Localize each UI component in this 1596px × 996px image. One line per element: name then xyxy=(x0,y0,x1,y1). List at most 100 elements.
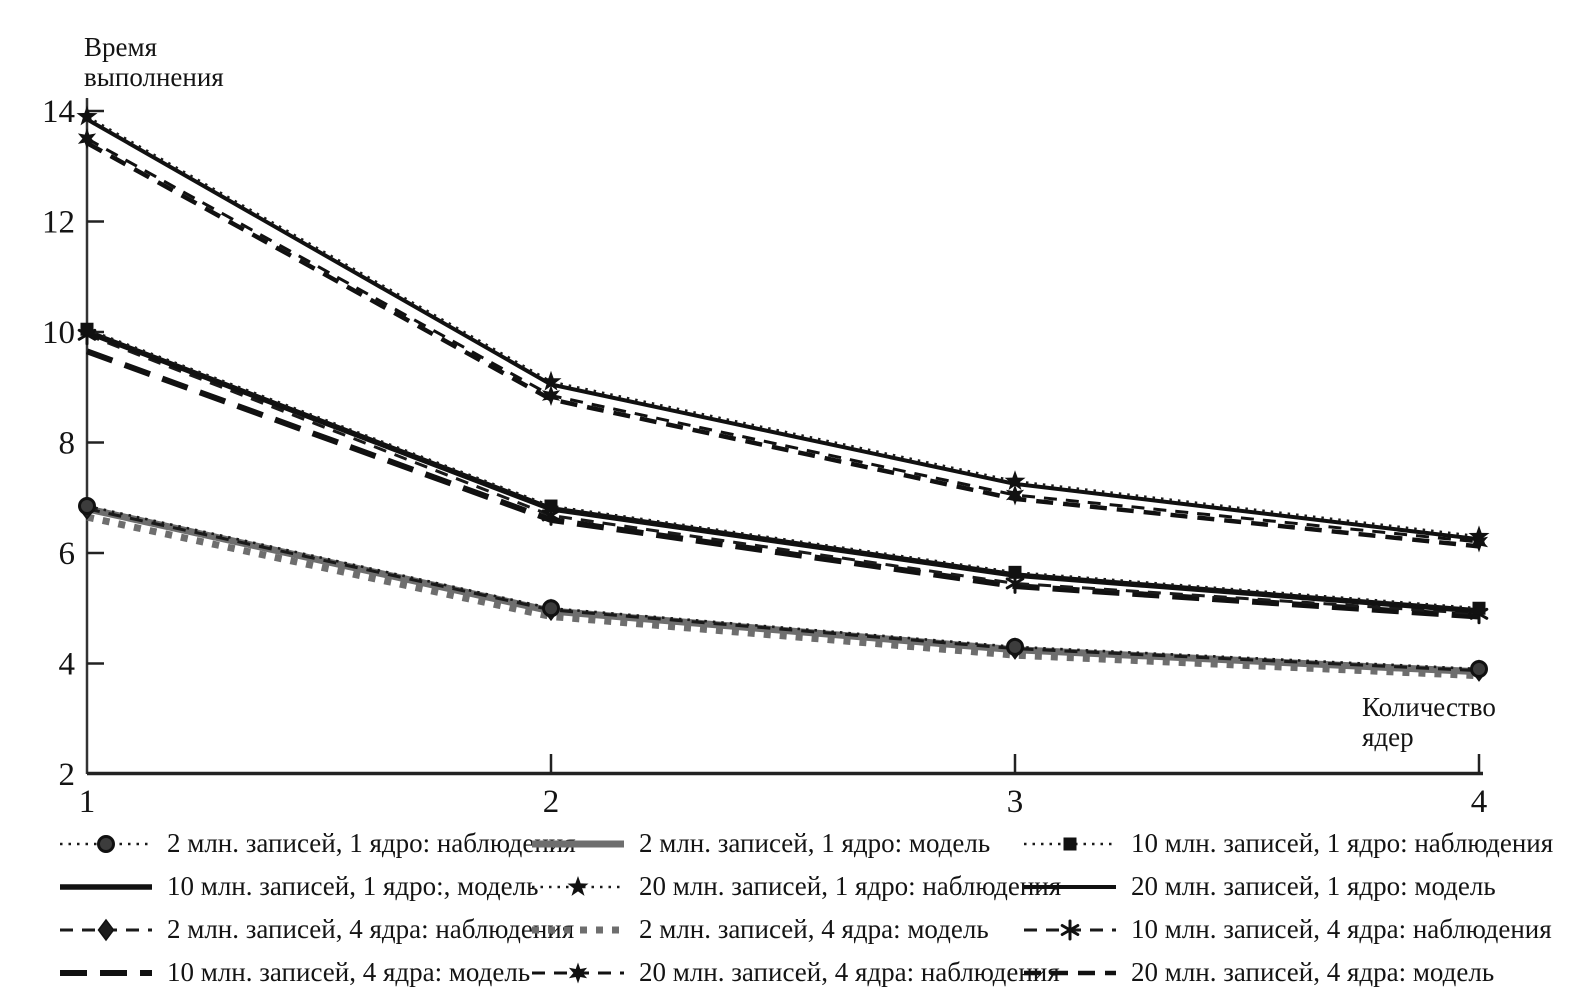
legend-swatch-2m4c_model xyxy=(532,926,624,933)
marker-circle xyxy=(1470,660,1488,679)
marker-star xyxy=(76,105,98,126)
legend-swatch-2m1c_model xyxy=(532,840,624,847)
series-line-10m4c_model xyxy=(85,348,1480,620)
series-line-20m4c_obs xyxy=(86,137,1480,544)
legend-swatch-2m4c_obs xyxy=(60,918,152,941)
series-20m4c_obs xyxy=(86,137,1480,544)
series-line-10m1c_model xyxy=(86,329,1480,614)
marker-star xyxy=(1004,470,1026,491)
legend-item-20m4c_model: 20 млн. записей, 4 ядра: модель xyxy=(1022,957,1596,988)
legend-item-10m1c_obs: 10 млн. записей, 1 ядро: наблюдения xyxy=(1022,828,1596,859)
legend-marker-star xyxy=(567,875,589,896)
y-axis-title-line1: Время xyxy=(84,32,157,62)
legend-swatch-20m1c_model xyxy=(1024,884,1116,889)
x-tick-label: 2 xyxy=(543,784,560,820)
series-20m4c_model xyxy=(85,141,1480,549)
legend-label: 20 млн. записей, 4 ядра: наблюдения xyxy=(639,957,1060,987)
legend-marker-diamond xyxy=(97,918,115,941)
legend-item-2m4c_obs: 2 млн. записей, 4 ядра: наблюдения xyxy=(58,914,574,945)
series-line-2m4c_model xyxy=(86,513,1480,680)
y-tick-label: 6 xyxy=(59,536,76,572)
legend-item-20m1c_obs: 20 млн. записей, 1 ядро: наблюдения xyxy=(530,871,1061,902)
series-line-2m4c_obs xyxy=(86,507,1480,673)
marker-boldstar xyxy=(1005,484,1025,506)
marker-square xyxy=(1063,837,1077,850)
marker-boldstar xyxy=(1469,531,1489,553)
series-2m4c_model xyxy=(86,513,1480,680)
x-tick-label: 1 xyxy=(79,784,96,820)
legend-marker-square xyxy=(1063,837,1077,850)
marker-diamond xyxy=(97,918,115,941)
legend-marker-asterisk xyxy=(1060,919,1080,940)
legend-label: 2 млн. записей, 4 ядра: модель xyxy=(639,914,989,944)
legend-swatch-10m1c_model xyxy=(60,883,152,890)
marker-star xyxy=(1468,525,1490,546)
legend-swatch-2m1c_obs xyxy=(60,834,152,853)
x-axis-title-line1: Количество xyxy=(1362,692,1496,722)
series-line-20m1c_model xyxy=(86,117,1480,542)
legend-label: 20 млн. записей, 4 ядра: модель xyxy=(1131,957,1495,987)
marker-square xyxy=(544,499,558,513)
marker-square xyxy=(1472,601,1486,615)
marker-boldstar xyxy=(568,962,588,983)
y-tick-label: 4 xyxy=(59,647,76,683)
legend-item-10m4c_model: 10 млн. записей, 4 ядра: модель xyxy=(58,957,530,988)
legend-label: 10 млн. записей, 4 ядра: наблюдения xyxy=(1131,914,1552,944)
marker-asterisk xyxy=(1005,577,1025,590)
y-tick-label: 2 xyxy=(59,757,76,793)
y-tick-label: 10 xyxy=(42,315,75,351)
chart-legend: 2 млн. записей, 1 ядро: наблюдения 2 млн.… xyxy=(58,822,1596,994)
legend-label: 2 млн. записей, 1 ядро: модель xyxy=(639,828,991,858)
legend-label: 10 млн. записей, 1 ядро: наблюдения xyxy=(1131,828,1554,858)
marker-boldstar xyxy=(541,385,561,406)
legend-marker-circle xyxy=(97,834,115,853)
series-line-20m4c_model xyxy=(85,141,1480,549)
series-line-2m1c_obs xyxy=(86,504,1480,671)
marker-boldstar xyxy=(77,128,97,150)
x-axis-title: Количество ядер xyxy=(1362,692,1496,752)
marker-circle xyxy=(1006,637,1024,656)
series-line-2m1c_model xyxy=(86,505,1480,676)
series-markers-2m1c_obs xyxy=(78,497,1488,679)
legend-swatch-20m4c_model xyxy=(1024,970,1116,975)
marker-star xyxy=(567,875,589,896)
x-axis-title-line2: ядер xyxy=(1362,722,1414,752)
series-markers-20m1c_obs xyxy=(76,105,1490,546)
legend-swatch-10m4c_obs xyxy=(1024,919,1116,940)
x-tick-label: 3 xyxy=(1007,784,1024,820)
legend-swatch-10m4c_model xyxy=(60,969,152,976)
legend-item-2m4c_model: 2 млн. записей, 4 ядра: модель xyxy=(530,914,1022,945)
series-20m1c_obs xyxy=(86,115,1480,538)
legend-swatch-20m1c_obs xyxy=(532,875,624,896)
series-line-10m4c_obs xyxy=(86,333,1480,616)
legend-item-20m1c_model: 20 млн. записей, 1 ядро: модель xyxy=(1022,871,1596,902)
legend-swatch-20m4c_obs xyxy=(532,962,624,983)
series-10m1c_obs xyxy=(86,327,1480,610)
legend-label: 20 млн. записей, 1 ядро: модель xyxy=(1131,871,1496,901)
y-axis-title: Время выполнения xyxy=(84,32,224,92)
legend-label: 20 млн. записей, 1 ядро: наблюдения xyxy=(639,871,1062,901)
x-tick-label: 4 xyxy=(1471,784,1488,820)
y-tick-label: 12 xyxy=(42,205,75,241)
series-10m4c_model xyxy=(85,348,1480,620)
series-2m1c_obs xyxy=(86,504,1480,671)
marker-square xyxy=(80,322,94,336)
series-line-20m1c_obs xyxy=(86,115,1480,538)
y-tick-label: 14 xyxy=(42,94,75,130)
legend-swatch-10m1c_obs xyxy=(1024,837,1116,850)
series-2m1c_model xyxy=(86,505,1480,676)
series-line-10m1c_obs xyxy=(86,327,1480,610)
legend-item-2m1c_model: 2 млн. записей, 1 ядро: модель xyxy=(530,828,1022,859)
legend-label: 10 млн. записей, 4 ядра: модель xyxy=(167,957,531,987)
series-20m1c_model xyxy=(86,117,1480,542)
marker-square xyxy=(1008,565,1022,579)
series-markers-10m4c_obs xyxy=(77,324,1489,625)
legend-label: 2 млн. записей, 4 ядра: наблюдения xyxy=(167,914,575,944)
series-10m1c_model xyxy=(86,329,1480,614)
legend-item-2m1c_obs: 2 млн. записей, 1 ядро: наблюдения xyxy=(58,828,576,859)
marker-asterisk xyxy=(1060,923,1080,936)
series-2m4c_obs xyxy=(86,507,1480,673)
series-markers-10m1c_obs xyxy=(80,322,1486,615)
legend-marker-boldstar xyxy=(568,962,588,983)
